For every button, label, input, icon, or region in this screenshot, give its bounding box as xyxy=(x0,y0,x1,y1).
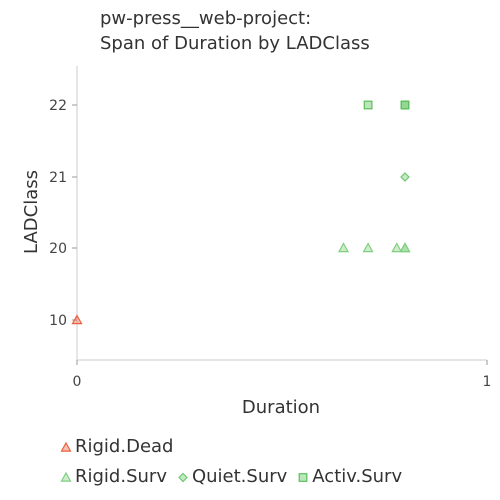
axes: 10 20 21 22 0 1 xyxy=(49,66,491,390)
legend-item: Quiet.Surv xyxy=(177,466,287,487)
legend-marker xyxy=(298,472,308,482)
triangle-icon xyxy=(60,441,72,452)
x-tick-label: 1 xyxy=(483,374,492,390)
legend-marker xyxy=(178,472,188,482)
legend-item: Rigid.Dead xyxy=(60,436,173,457)
y-tick-label: 22 xyxy=(49,98,67,114)
legend-item: Rigid.Surv xyxy=(60,466,167,487)
legend-label: Rigid.Dead xyxy=(75,436,174,457)
data-point xyxy=(363,100,373,110)
triangle-icon xyxy=(60,471,72,482)
data-point xyxy=(400,172,410,182)
scatter-chart: 10 20 21 22 0 1 Duration LADClass xyxy=(21,66,491,418)
y-tick-label: 20 xyxy=(49,241,67,257)
data-points xyxy=(71,100,411,325)
legend-item: Activ.Surv xyxy=(297,466,402,487)
legend-marker xyxy=(60,471,72,482)
legend-label: Quiet.Surv xyxy=(191,466,288,487)
y-tick-label: 21 xyxy=(49,170,67,186)
legend-label: Activ.Surv xyxy=(312,466,403,487)
y-axis-title: LADClass xyxy=(21,170,42,254)
x-axis-title: Duration xyxy=(242,397,320,418)
x-tick-label: 0 xyxy=(73,374,82,390)
data-point xyxy=(399,242,411,253)
square-icon xyxy=(298,472,308,482)
data-point xyxy=(71,314,83,325)
data-point xyxy=(362,242,374,253)
legend-row: Rigid.Dead xyxy=(60,436,183,457)
legend-label: Rigid.Surv xyxy=(75,466,167,487)
legend-row: Rigid.Surv Quiet.Surv Activ.Surv xyxy=(60,466,412,487)
diamond-icon xyxy=(178,472,188,482)
chart-title-line-1: pw-press__web-project: xyxy=(100,8,312,29)
data-point xyxy=(400,100,410,110)
legend-marker xyxy=(60,441,72,452)
data-point xyxy=(391,242,403,253)
data-point xyxy=(337,242,350,253)
chart-title-line-2: Span of Duration by LADClass xyxy=(100,33,370,54)
y-tick-label: 10 xyxy=(49,313,67,329)
